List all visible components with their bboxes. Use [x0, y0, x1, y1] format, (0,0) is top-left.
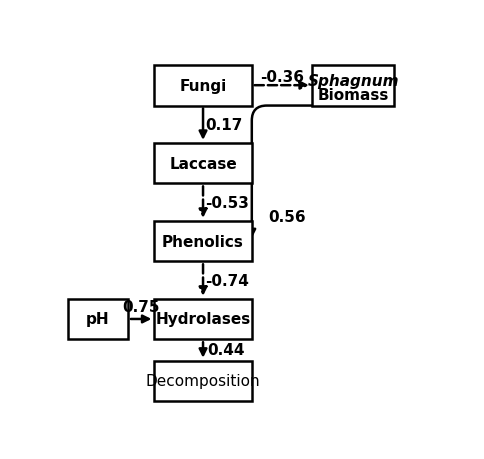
Text: Laccase: Laccase [169, 156, 237, 171]
Text: 0.75: 0.75 [122, 299, 160, 314]
Text: 0.44: 0.44 [207, 343, 244, 358]
FancyBboxPatch shape [312, 66, 394, 106]
FancyBboxPatch shape [154, 66, 252, 106]
Text: Hydrolases: Hydrolases [155, 312, 251, 327]
Text: pH: pH [86, 312, 110, 327]
Text: -0.36: -0.36 [260, 70, 304, 84]
Text: Phenolics: Phenolics [162, 234, 244, 249]
Text: 0.56: 0.56 [269, 209, 306, 224]
Text: Biomass: Biomass [318, 88, 389, 102]
FancyBboxPatch shape [154, 361, 252, 402]
FancyBboxPatch shape [154, 221, 252, 262]
Text: -0.74: -0.74 [206, 273, 249, 288]
FancyBboxPatch shape [68, 299, 128, 340]
FancyBboxPatch shape [154, 299, 252, 340]
Text: Decomposition: Decomposition [146, 374, 260, 389]
FancyBboxPatch shape [154, 143, 252, 184]
Text: 0.17: 0.17 [205, 118, 242, 132]
Text: Fungi: Fungi [180, 78, 227, 94]
Text: -0.53: -0.53 [206, 195, 249, 210]
Text: Sphagnum: Sphagnum [307, 73, 399, 89]
